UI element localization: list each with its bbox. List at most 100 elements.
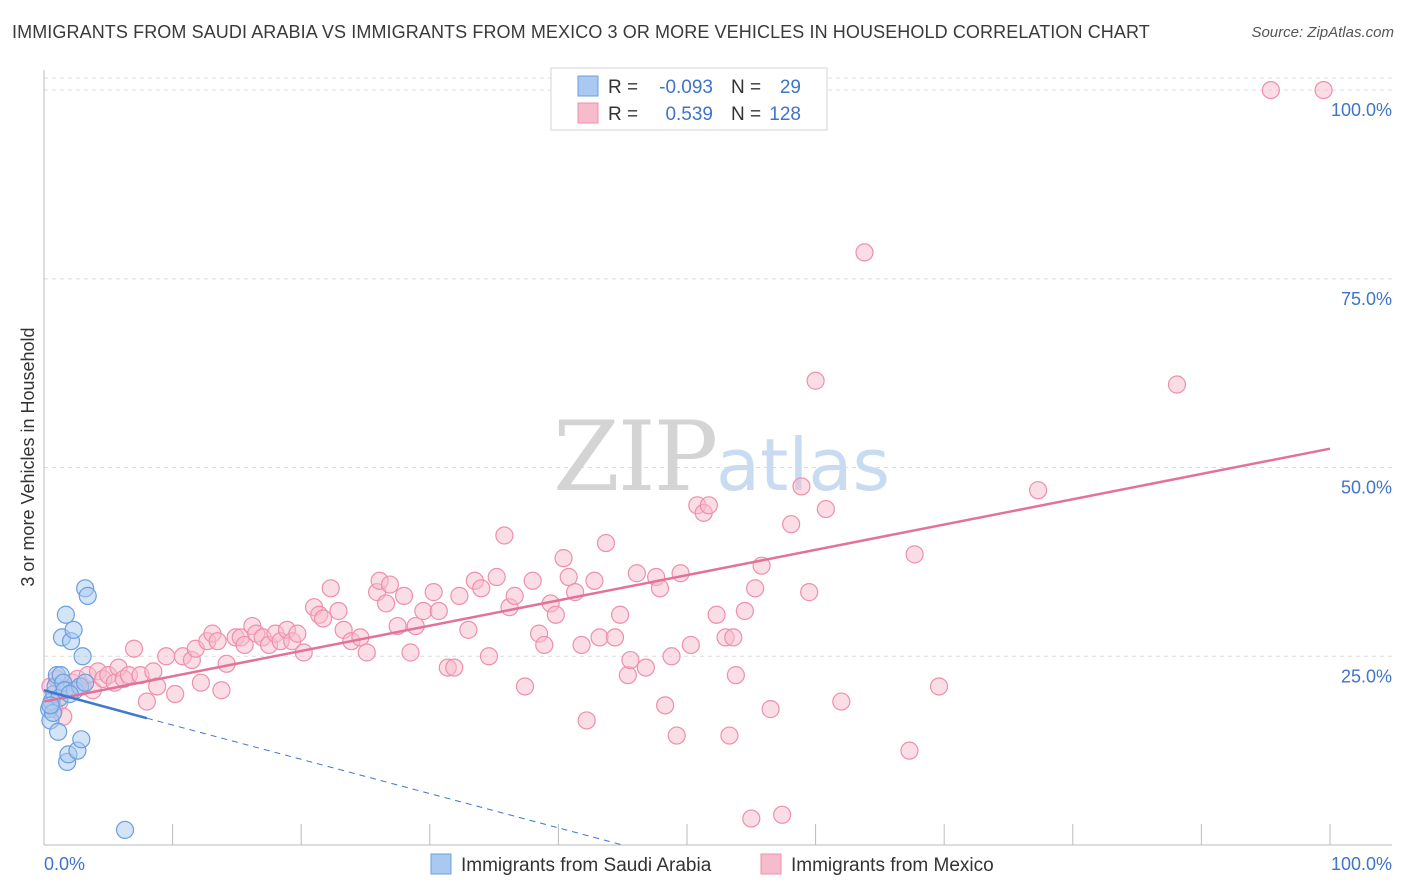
mexico-point xyxy=(505,586,524,605)
mexico-point xyxy=(585,571,604,590)
mexico-point xyxy=(1028,481,1048,500)
mexico-point xyxy=(535,635,554,655)
mexico-point xyxy=(742,809,761,828)
mexico-point xyxy=(515,677,535,696)
mexico-point xyxy=(166,684,185,704)
saudi-point xyxy=(72,730,91,749)
mexico-point xyxy=(636,658,655,677)
mexico-point xyxy=(596,533,616,553)
saudi-point xyxy=(64,620,83,639)
mexico-point xyxy=(761,700,780,719)
mexico-point xyxy=(321,579,340,598)
y-tick-labels: 25.0% 50.0% 75.0% 100.0% xyxy=(1331,100,1392,686)
mexico-point xyxy=(144,662,163,681)
mexico-point xyxy=(288,624,307,643)
mexico-point xyxy=(1167,375,1187,394)
mexico-point xyxy=(792,477,811,496)
mexico-point xyxy=(667,726,686,745)
saudi-point xyxy=(115,820,135,840)
mexico-point xyxy=(554,549,573,568)
stats-n-label-mexico: N = xyxy=(731,104,761,125)
mexico-point xyxy=(572,635,591,655)
mexico-point xyxy=(782,515,801,534)
mexico-point xyxy=(832,692,851,711)
chart-title: IMMIGRANTS FROM SAUDI ARABIA VS IMMIGRAN… xyxy=(12,22,1150,42)
mexico-point xyxy=(157,647,176,666)
mexico-point xyxy=(726,666,745,685)
mexico-point xyxy=(376,594,396,613)
mexico-point xyxy=(611,605,630,624)
stats-legend: R = -0.093 N = 29 R = 0.539 N = 128 xyxy=(550,67,828,131)
mexico-point xyxy=(479,647,499,666)
mexico-point xyxy=(699,496,718,515)
mexico-point xyxy=(313,609,333,628)
mexico-point xyxy=(380,575,400,594)
mexico-point xyxy=(900,741,919,760)
mexico-point xyxy=(394,586,414,605)
stats-swatch-saudi xyxy=(577,75,599,97)
mexico-point xyxy=(707,605,726,624)
mexico-point xyxy=(1261,80,1280,100)
mexico-point xyxy=(627,564,646,583)
series-legend: Immigrants from Saudi Arabia Immigrants … xyxy=(430,853,994,876)
mexico-point xyxy=(424,583,443,602)
mexico-point xyxy=(472,579,491,598)
y-axis-title: 3 or more Vehicles in Household xyxy=(18,327,38,586)
mexico-point xyxy=(605,628,625,647)
mexico-point xyxy=(621,650,640,670)
mexico-point xyxy=(546,605,565,624)
stats-n-label-saudi: N = xyxy=(731,77,761,98)
legend-label-saudi: Immigrants from Saudi Arabia xyxy=(461,855,712,876)
mexico-point xyxy=(559,567,578,587)
mexico-point xyxy=(523,571,542,590)
mexico-point xyxy=(816,499,835,519)
legend-swatch-saudi xyxy=(430,853,452,875)
stats-n-value-mexico: 128 xyxy=(769,104,801,125)
stats-swatch-mexico xyxy=(577,102,599,124)
mexico-point xyxy=(746,579,765,598)
mexico-point xyxy=(806,371,825,390)
stats-r-label-saudi: R = xyxy=(608,77,638,98)
mexico-point xyxy=(724,628,743,647)
saudi-point xyxy=(78,586,97,605)
mexico-point xyxy=(590,628,609,647)
mexico-point xyxy=(929,677,949,696)
stats-r-label-mexico: R = xyxy=(608,104,638,125)
saudi-point xyxy=(56,605,75,624)
mexico-point xyxy=(450,586,469,605)
watermark-zip: ZIP xyxy=(553,401,716,513)
legend-swatch-mexico xyxy=(760,853,782,875)
mexico-point xyxy=(495,526,514,545)
mexico-point xyxy=(577,711,596,730)
mexico-point xyxy=(212,681,231,700)
source-credit: Source: ZipAtlas.com xyxy=(1251,24,1394,41)
trend-lines xyxy=(43,447,1331,846)
mexico-point xyxy=(773,805,792,824)
mexico-point xyxy=(137,692,156,711)
stats-r-value-saudi: -0.093 xyxy=(659,77,713,98)
mexico-point xyxy=(855,243,874,262)
mexico-point xyxy=(1314,80,1333,100)
saudi-trend-line xyxy=(43,689,148,720)
y-tick-label: 75.0% xyxy=(1341,289,1392,309)
mexico-point xyxy=(735,601,754,621)
mexico-point xyxy=(191,673,210,692)
saudi-point xyxy=(49,722,68,741)
saudi-point xyxy=(73,647,92,666)
mexico-points xyxy=(41,80,1333,828)
mexico-point xyxy=(487,567,506,587)
mexico-point xyxy=(618,666,637,685)
y-tick-label: 25.0% xyxy=(1341,666,1392,686)
legend-label-mexico: Immigrants from Mexico xyxy=(791,855,994,876)
mexico-point xyxy=(800,583,819,602)
mexico-point xyxy=(662,647,681,666)
stats-r-value-mexico: 0.539 xyxy=(665,104,713,125)
mexico-point xyxy=(905,545,924,564)
mexico-point xyxy=(671,564,690,583)
y-tick-label: 50.0% xyxy=(1341,478,1392,498)
mexico-point xyxy=(124,639,144,658)
x-tick-label-min: 0.0% xyxy=(44,854,85,874)
mexico-point xyxy=(720,726,739,745)
x-ticks xyxy=(43,824,1331,845)
